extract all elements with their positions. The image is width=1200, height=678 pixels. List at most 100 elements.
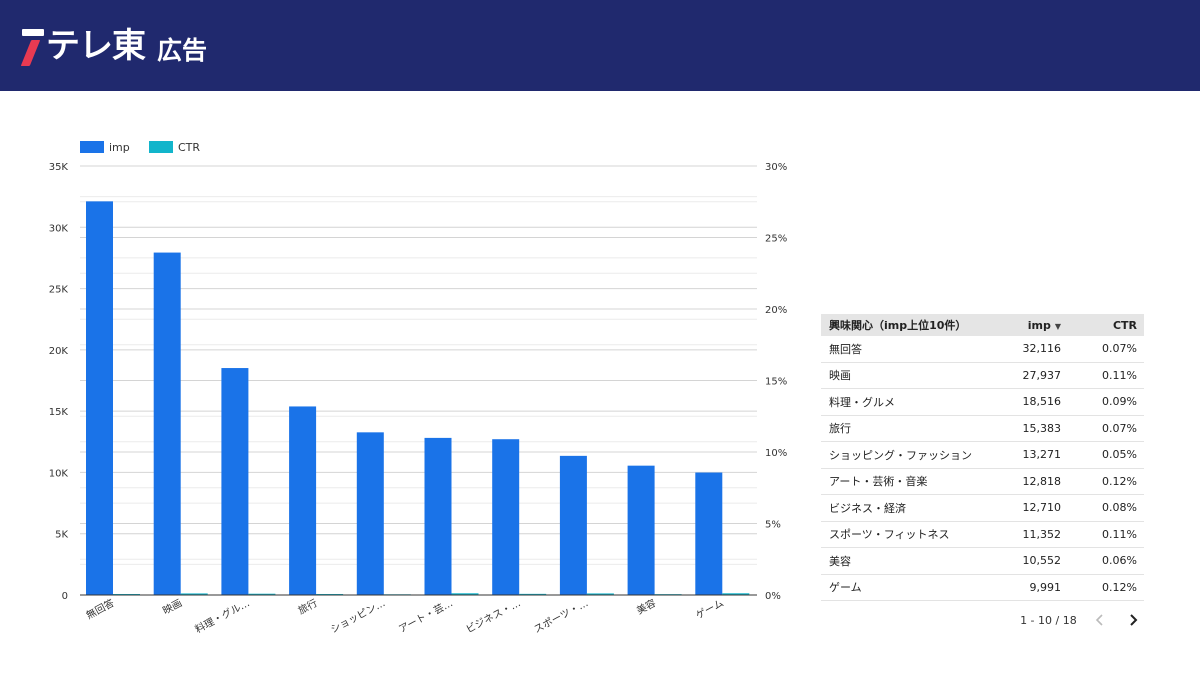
row-imp: 11,352 <box>1022 527 1062 541</box>
bar-imp <box>627 465 655 595</box>
table-row: 無回答 32,116 0.07% <box>821 336 1144 363</box>
y-right-tick-label: 20% <box>765 305 787 316</box>
y-left-tick-label: 15K <box>49 407 69 418</box>
chart-svg: 0 5K 10K 15K 20K 25K 30K 35K 0% 5% 10% 15% 20% 25% 30%… <box>49 141 787 636</box>
pagination-label: 1 - 10 / 18 <box>1020 613 1077 627</box>
bar-imp <box>356 432 384 595</box>
table-row: スポーツ・フィットネス 11,352 0.11% <box>821 522 1144 548</box>
row-imp: 10,552 <box>1022 554 1062 568</box>
y-right-tick-label: 0% <box>765 591 781 602</box>
y-left-tick-label: 30K <box>49 223 69 234</box>
legend-swatch-ctr <box>149 141 173 153</box>
bar-ctr <box>586 593 614 595</box>
y-left-tick-label: 10K <box>49 468 69 479</box>
bar-imp <box>559 455 587 595</box>
pagination: 1 - 10 / 18 <box>1000 610 1144 630</box>
bar-imp <box>86 201 113 595</box>
x-tick-label: 料理・グル… <box>193 596 252 636</box>
bar-ctr <box>519 593 547 595</box>
table-row: ビジネス・経済 12,710 0.08% <box>821 495 1144 522</box>
tv-tokyo-ad-logo: テレ東 広告 <box>20 24 208 68</box>
y-right-tick-label: 25% <box>765 234 787 245</box>
y-right-tick-label: 30% <box>765 162 787 173</box>
page-header: テレ東 広告 <box>0 0 1200 91</box>
bar-imp <box>153 252 181 595</box>
y-left-tick-label: 25K <box>49 285 69 296</box>
bar-imp <box>695 472 723 595</box>
x-tick-label: ビジネス・… <box>464 597 523 636</box>
row-ctr: 0.06% <box>1102 554 1137 568</box>
table-body: 無回答 32,116 0.07% 映画 27,937 0.11% 料理・グルメ 18,516 0… <box>821 336 1144 601</box>
bar-imp <box>289 406 317 595</box>
logo-mark-icon <box>20 26 44 66</box>
row-category: 旅行 <box>829 422 851 436</box>
row-imp: 13,271 <box>1022 448 1062 462</box>
table-row: 旅行 15,383 0.07% <box>821 416 1144 442</box>
legend-label-imp: imp <box>109 141 130 154</box>
row-imp: 12,818 <box>1022 474 1062 488</box>
table-row: 美容 10,552 0.06% <box>821 548 1144 575</box>
row-category: 料理・グルメ <box>829 395 895 409</box>
row-imp: 15,383 <box>1022 421 1062 435</box>
table-row: ゲーム 9,991 0.12% <box>821 575 1144 601</box>
x-tick-label: アート・芸… <box>396 596 455 635</box>
chevron-left-icon[interactable] <box>1089 610 1111 630</box>
x-tick-label: 無回答 <box>84 596 117 622</box>
logo-subtitle: 広告 <box>157 35 208 65</box>
y-left-tick-label: 0 <box>62 591 68 602</box>
bar-imp <box>492 439 520 595</box>
y-right-tick-label: 10% <box>765 448 787 459</box>
row-ctr: 0.07% <box>1102 421 1137 435</box>
row-ctr: 0.05% <box>1102 448 1137 462</box>
row-imp: 32,116 <box>1022 342 1062 356</box>
row-imp: 27,937 <box>1022 368 1062 382</box>
y-left-tick-label: 35K <box>49 162 69 173</box>
row-ctr: 0.12% <box>1102 580 1137 594</box>
x-tick-label: ゲーム <box>694 597 726 622</box>
bar-ctr <box>180 593 208 595</box>
logo-text: テレ東 <box>46 26 146 66</box>
y-left-tick-label: 5K <box>55 530 68 541</box>
bar-ctr <box>316 593 344 595</box>
row-category: ショッピング・ファッション <box>829 448 972 462</box>
x-tick-label: 美容 <box>634 596 658 617</box>
row-ctr: 0.11% <box>1102 527 1137 541</box>
x-tick-label: 映画 <box>161 597 184 617</box>
y-right-tick-label: 5% <box>765 520 781 531</box>
y-left-tick-label: 20K <box>49 346 69 357</box>
table-header-row: 興味関心（imp上位10件） imp ▼ CTR <box>821 314 1144 336</box>
interest-table: 興味関心（imp上位10件） imp ▼ CTR 無回答 32,116 0.07% 映画… <box>821 314 1144 601</box>
row-ctr: 0.12% <box>1102 474 1137 488</box>
table-row: 料理・グルメ 18,516 0.09% <box>821 389 1144 416</box>
bar-ctr <box>248 593 276 595</box>
row-imp: 12,710 <box>1022 501 1062 515</box>
row-category: 美容 <box>829 554 851 568</box>
bar-imp <box>424 437 452 595</box>
table-row: ショッピング・ファッション 13,271 0.05% <box>821 442 1144 469</box>
row-imp: 9,991 <box>1029 580 1062 594</box>
row-ctr: 0.11% <box>1102 368 1137 382</box>
row-imp: 18,516 <box>1022 395 1062 409</box>
row-ctr: 0.09% <box>1102 395 1137 409</box>
column-header-imp-label: imp <box>1027 318 1051 332</box>
row-ctr: 0.08% <box>1102 501 1137 515</box>
row-category: 映画 <box>829 369 851 383</box>
chevron-right-icon[interactable] <box>1122 610 1144 630</box>
row-category: アート・芸術・音楽 <box>829 475 928 489</box>
row-category: スポーツ・フィットネス <box>829 528 950 542</box>
bar-ctr <box>722 593 750 595</box>
y-right-tick-label: 15% <box>765 377 787 388</box>
bar-ctr <box>451 593 479 595</box>
column-header-imp[interactable]: imp ▼ <box>976 319 1067 332</box>
table-row: 映画 27,937 0.11% <box>821 363 1144 389</box>
legend-label-ctr: CTR <box>178 141 200 154</box>
column-header-category[interactable]: 興味関心（imp上位10件） <box>829 319 967 332</box>
legend-swatch-imp <box>80 141 104 153</box>
x-tick-label: スポーツ・… <box>532 597 590 636</box>
x-tick-label: 旅行 <box>296 596 320 617</box>
column-header-ctr[interactable]: CTR <box>1112 318 1137 332</box>
row-category: 無回答 <box>829 342 862 356</box>
x-tick-label: ショッピン… <box>329 597 388 636</box>
interest-bar-chart: 0 5K 10K 15K 20K 25K 30K 35K 0% 5% 10% 15% 20% 25% 30%… <box>0 91 800 678</box>
bar-ctr <box>113 593 140 595</box>
